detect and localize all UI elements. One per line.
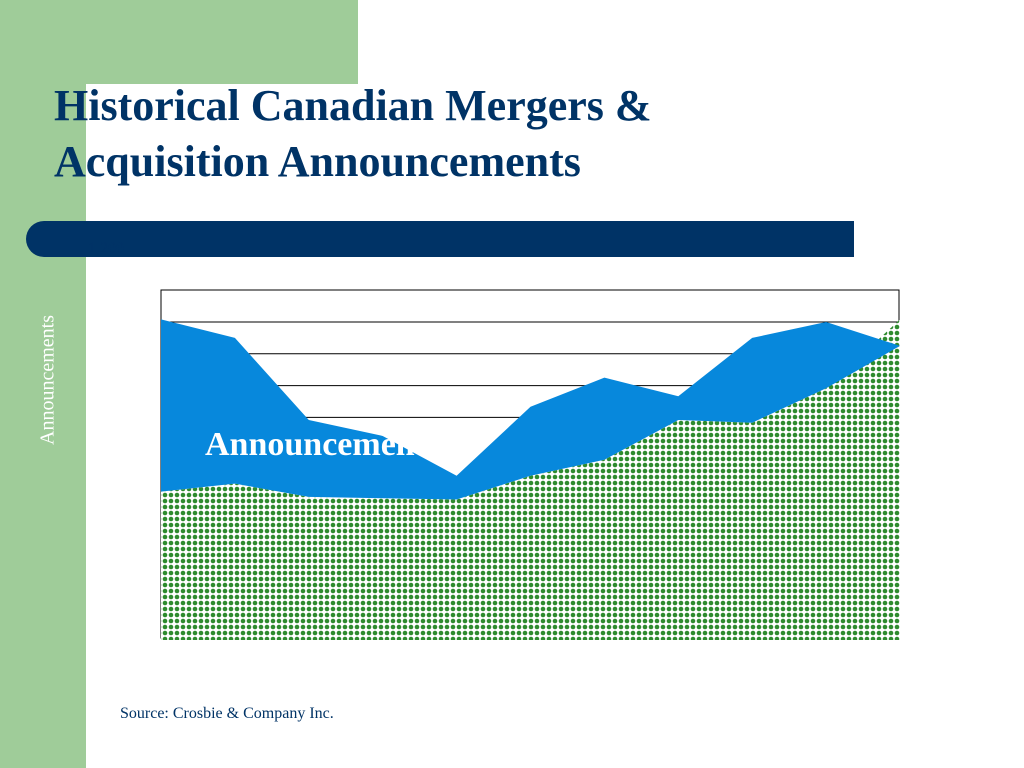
top-accent-bar	[0, 0, 358, 84]
left-accent-bar	[0, 0, 86, 768]
title-underline-bar	[26, 221, 854, 257]
page-title: Historical Canadian Mergers & Acquisitio…	[54, 78, 814, 190]
title-line-2: Acquisition Announcements	[54, 137, 581, 186]
area-announcements-series	[161, 319, 900, 500]
y-tick-label-top: 1,200	[88, 240, 124, 257]
source-caption: Source: Crosbie & Company Inc.	[120, 705, 334, 722]
title-backdrop	[86, 84, 358, 224]
title-line-1: Historical Canadian Mergers &	[54, 81, 652, 130]
series-label-announcements: Announcements	[205, 426, 440, 463]
area-pattern-series	[161, 319, 900, 640]
